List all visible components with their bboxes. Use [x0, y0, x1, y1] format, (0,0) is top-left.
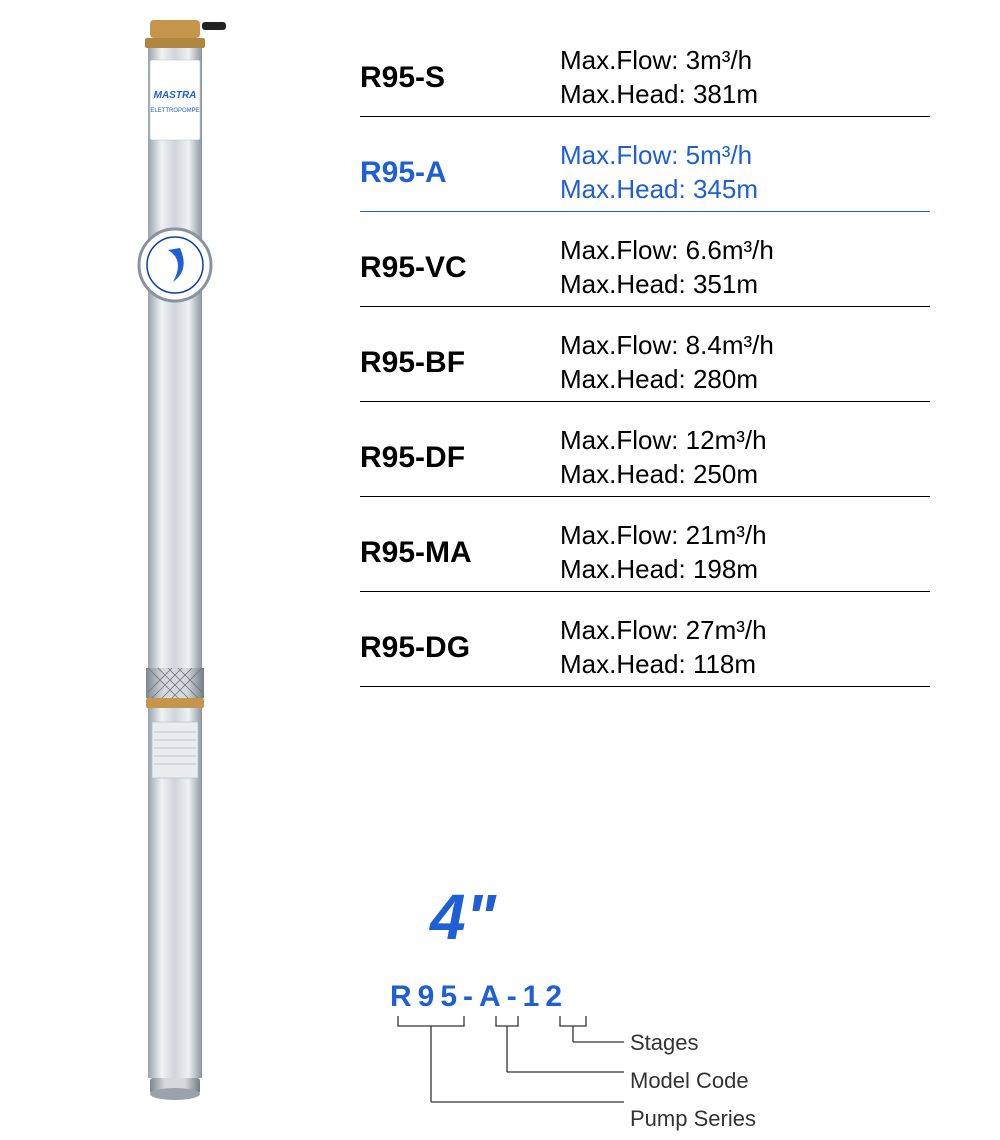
spec-flow: Max.Flow: 3m³/h	[560, 45, 758, 76]
spec-metrics: Max.Flow: 6.6m³/hMax.Head: 351m	[560, 235, 774, 299]
spec-flow: Max.Flow: 21m³/h	[560, 520, 767, 551]
spec-metrics: Max.Flow: 5m³/hMax.Head: 345m	[560, 140, 758, 204]
spec-head: Max.Head: 345m	[560, 174, 758, 205]
row-divider	[360, 211, 930, 212]
spec-metrics: Max.Flow: 12m³/hMax.Head: 250m	[560, 425, 767, 489]
brand-sub-text: ELETTROPOMPE	[150, 108, 199, 114]
spec-row: R95-VCMax.Flow: 6.6m³/hMax.Head: 351m	[360, 220, 970, 315]
row-divider	[360, 116, 930, 117]
spec-row: R95-AMax.Flow: 5m³/hMax.Head: 345m	[360, 125, 970, 220]
spec-flow: Max.Flow: 6.6m³/h	[560, 235, 774, 266]
spec-row: R95-SMax.Flow: 3m³/hMax.Head: 381m	[360, 30, 970, 125]
spec-row: R95-DGMax.Flow: 27m³/hMax.Head: 118m	[360, 600, 970, 695]
spec-metrics: Max.Flow: 3m³/hMax.Head: 381m	[560, 45, 758, 109]
spec-model: R95-MA	[360, 536, 560, 570]
spec-list: R95-SMax.Flow: 3m³/hMax.Head: 381mR95-AM…	[360, 30, 970, 695]
spec-model: R95-DG	[360, 631, 560, 665]
pump-illustration: MASTRA ELETTROPOMPE	[110, 20, 240, 1120]
spec-model: R95-VC	[360, 251, 560, 285]
row-divider	[360, 496, 930, 497]
spec-model: R95-DF	[360, 441, 560, 475]
spec-metrics: Max.Flow: 21m³/hMax.Head: 198m	[560, 520, 767, 584]
row-divider	[360, 401, 930, 402]
size-label: 4"	[430, 880, 496, 954]
spec-metrics: Max.Flow: 27m³/hMax.Head: 118m	[560, 615, 767, 679]
spec-row: R95-DFMax.Flow: 12m³/hMax.Head: 250m	[360, 410, 970, 505]
spec-row: R95-BFMax.Flow: 8.4m³/hMax.Head: 280m	[360, 315, 970, 410]
spec-row: R95-MAMax.Flow: 21m³/hMax.Head: 198m	[360, 505, 970, 600]
spec-head: Max.Head: 381m	[560, 79, 758, 110]
spec-flow: Max.Flow: 27m³/h	[560, 615, 767, 646]
legend-brackets	[388, 1010, 648, 1120]
legend-label-modelcode: Model Code	[630, 1068, 756, 1094]
spec-head: Max.Head: 118m	[560, 649, 767, 680]
spec-metrics: Max.Flow: 8.4m³/hMax.Head: 280m	[560, 330, 774, 394]
legend-label-pumpseries: Pump Series	[630, 1106, 756, 1132]
legend-label-stages: Stages	[630, 1030, 756, 1056]
spec-model: R95-S	[360, 61, 560, 95]
spec-head: Max.Head: 280m	[560, 364, 774, 395]
row-divider	[360, 686, 930, 687]
legend-labels: Stages Model Code Pump Series	[630, 1030, 756, 1132]
spec-flow: Max.Flow: 12m³/h	[560, 425, 767, 456]
legend-code: R95-A-12	[390, 980, 890, 1014]
spec-flow: Max.Flow: 8.4m³/h	[560, 330, 774, 361]
brand-text: MASTRA	[154, 90, 197, 101]
spec-flow: Max.Flow: 5m³/h	[560, 140, 758, 171]
row-divider	[360, 306, 930, 307]
spec-head: Max.Head: 250m	[560, 459, 767, 490]
row-divider	[360, 591, 930, 592]
spec-head: Max.Head: 198m	[560, 554, 767, 585]
spec-head: Max.Head: 351m	[560, 269, 774, 300]
model-code-legend: R95-A-12	[390, 980, 890, 1014]
spec-model: R95-BF	[360, 346, 560, 380]
spec-model: R95-A	[360, 156, 560, 190]
